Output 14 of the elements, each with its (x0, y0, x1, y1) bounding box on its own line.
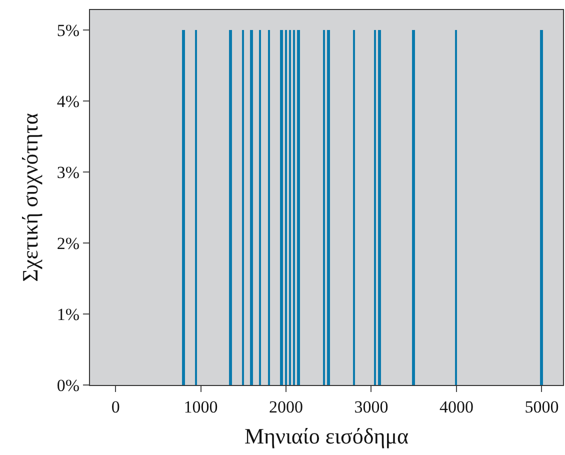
x-tick-label: 3000 (354, 397, 388, 416)
y-tick-label: 1% (56, 304, 80, 324)
y-axis-title: Σχετική συχνότητα (18, 112, 43, 282)
y-tick-label: 2% (56, 234, 80, 253)
y-tick-label: 3% (56, 162, 80, 182)
x-tick-label: 2000 (269, 397, 304, 416)
x-tick-label: 1000 (184, 397, 218, 416)
x-tick-label: 5000 (524, 397, 559, 416)
y-tick-label: 0% (56, 376, 80, 395)
y-tick-label: 5% (56, 20, 80, 40)
x-tick-label: 4000 (439, 397, 474, 416)
y-tick-label: 4% (56, 92, 80, 111)
x-axis-title: Μηνιαίο εισόδημα (244, 423, 410, 448)
x-tick-label: 0 (111, 397, 120, 416)
